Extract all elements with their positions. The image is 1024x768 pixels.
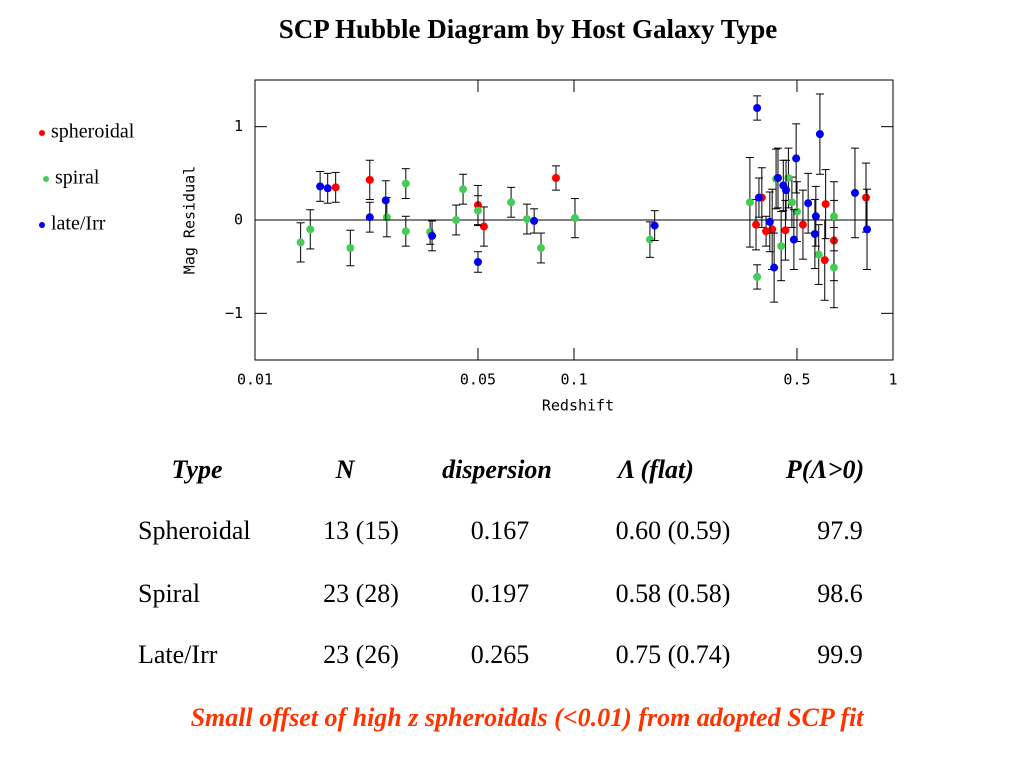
data-point	[752, 220, 761, 229]
data-point	[296, 238, 305, 247]
data-point	[753, 104, 762, 112]
data-point	[745, 198, 754, 207]
data-point	[798, 220, 807, 229]
chart-title: SCP Hubble Diagram by Host Galaxy Type	[279, 14, 778, 44]
table-header: P(Λ>0)	[785, 455, 864, 484]
legend-marker	[39, 130, 45, 136]
note: Small offset of high z spheroidals (<0.0…	[191, 703, 865, 732]
data-point	[650, 221, 659, 230]
table-cell: 97.9	[817, 516, 863, 545]
table-cell: 98.6	[817, 579, 863, 608]
data-point	[821, 200, 830, 209]
table-cell: 0.167	[471, 516, 530, 545]
table-header: Λ (flat)	[616, 455, 694, 484]
table-cell: 23 (26)	[323, 640, 399, 669]
y-axis-label: Mag Residual	[181, 166, 199, 274]
data-point	[473, 258, 482, 266]
data-point	[820, 256, 829, 265]
table-cell: Spiral	[138, 579, 200, 608]
data-point	[765, 217, 774, 226]
data-point	[452, 216, 461, 224]
legend-label: spiral	[55, 167, 100, 189]
x-tick-label: 0.5	[783, 371, 810, 389]
data-point	[536, 244, 545, 252]
data-point	[459, 185, 468, 194]
data-point	[814, 250, 823, 259]
y-tick-label: 1	[234, 117, 243, 135]
data-point	[323, 184, 332, 193]
data-point	[346, 244, 355, 252]
data-point	[810, 230, 819, 238]
data-point	[428, 231, 437, 240]
data-point	[754, 193, 763, 202]
x-tick-label: 0.01	[237, 371, 273, 389]
x-tick-label: 1	[888, 371, 897, 389]
table-cell: 23 (28)	[323, 579, 399, 608]
data-point	[792, 154, 801, 163]
data-point	[753, 272, 762, 281]
data-point	[773, 174, 782, 182]
data-point	[770, 263, 779, 272]
data-point	[782, 186, 791, 195]
table-header: dispersion	[442, 455, 552, 484]
data-point	[777, 242, 786, 251]
data-point	[815, 130, 824, 139]
data-point	[787, 198, 796, 207]
table-cell: Late/Irr	[138, 640, 218, 669]
data-point	[401, 179, 410, 188]
table-cell: 0.58 (0.58)	[616, 579, 731, 608]
table-header: Type	[172, 455, 223, 484]
data-point	[804, 199, 813, 208]
x-tick-label: 0.1	[560, 371, 587, 389]
data-point	[473, 206, 482, 215]
data-point	[811, 212, 820, 221]
data-point	[382, 213, 391, 222]
data-point	[401, 227, 410, 236]
legend-marker	[43, 176, 49, 182]
data-point	[789, 235, 798, 244]
data-point	[850, 188, 859, 197]
y-tick-label: −1	[225, 304, 243, 322]
table-cell: 0.60 (0.59)	[616, 516, 731, 545]
data-point	[645, 235, 654, 244]
table-cell: 99.9	[817, 640, 863, 669]
data-point	[863, 225, 872, 234]
data-point	[507, 198, 516, 207]
table-cell: 0.75 (0.74)	[616, 640, 731, 669]
data-point	[829, 263, 838, 272]
y-tick-label: 0	[234, 211, 243, 229]
data-point	[365, 175, 374, 184]
x-axis-label: Redshift	[542, 397, 614, 415]
table-cell: Spheroidal	[138, 516, 251, 545]
table-header: N	[335, 455, 356, 484]
data-point	[781, 226, 790, 235]
table-cell: 0.265	[471, 640, 530, 669]
data-point	[306, 225, 315, 234]
data-point	[381, 196, 390, 205]
data-point	[530, 216, 539, 225]
legend-marker	[39, 222, 45, 228]
legend-label: spheroidal	[51, 121, 135, 143]
data-point	[316, 182, 325, 191]
data-point	[762, 227, 771, 236]
data-point	[551, 174, 560, 182]
data-point	[331, 183, 340, 192]
table-cell: 0.197	[471, 579, 530, 608]
data-point	[365, 213, 374, 222]
legend: spheroidal spiral late/Irr	[39, 121, 135, 235]
data-point	[862, 193, 871, 202]
data-point	[479, 222, 488, 231]
x-tick-label: 0.05	[460, 371, 496, 389]
legend-label: late/Irr	[51, 213, 106, 235]
table-cell: 13 (15)	[323, 516, 399, 545]
data-point	[570, 214, 579, 223]
data-point	[522, 215, 531, 224]
data-point	[829, 212, 838, 221]
